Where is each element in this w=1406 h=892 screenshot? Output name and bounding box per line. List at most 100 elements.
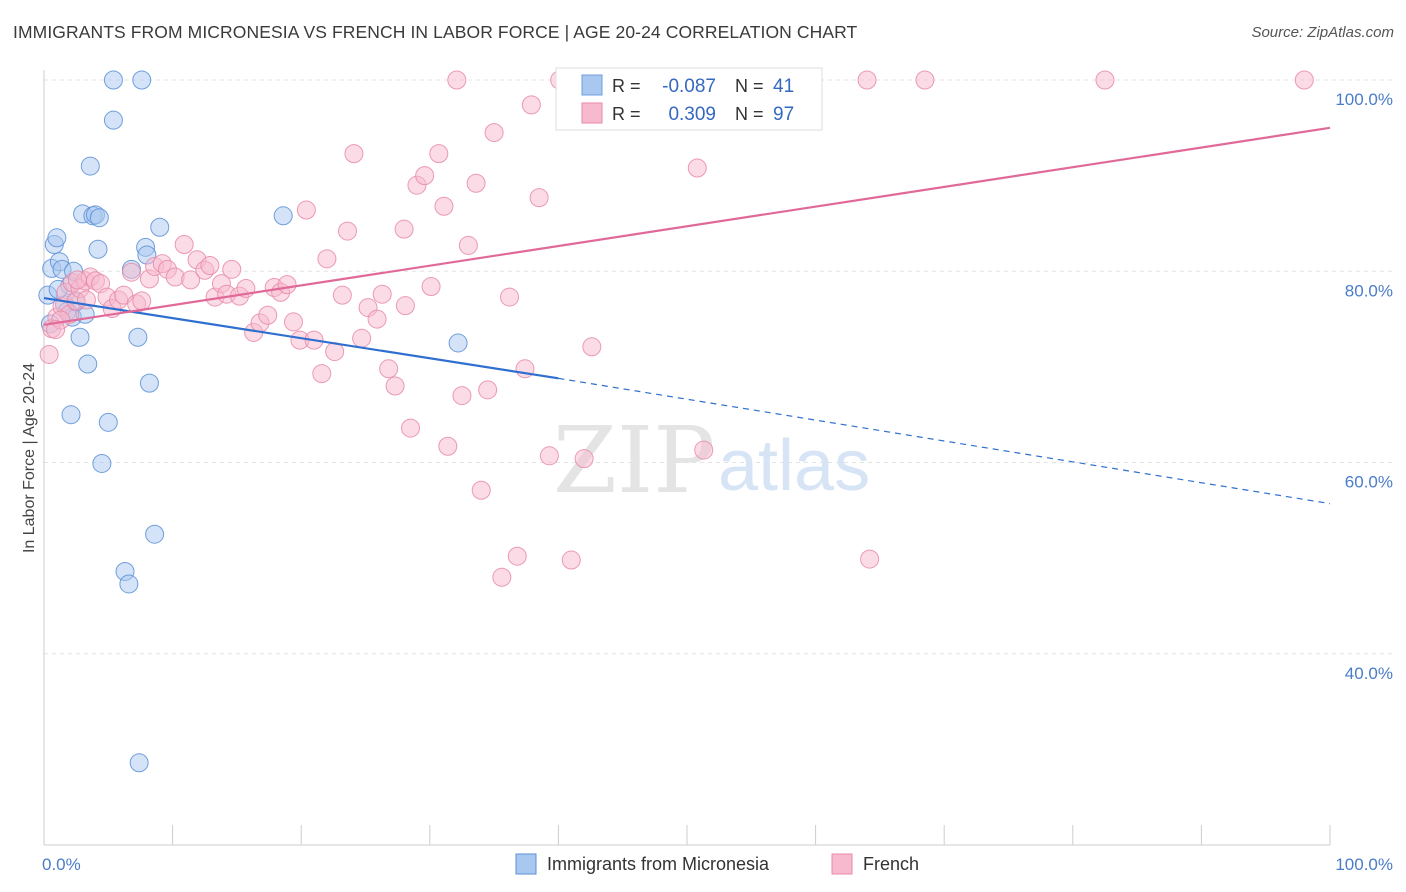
stats-r-label: R =	[612, 104, 641, 124]
y-axis-label: In Labor Force | Age 20-24	[21, 363, 38, 553]
point-french	[317, 249, 337, 269]
stats-r-label: R =	[612, 76, 641, 96]
legend-label: Immigrants from Micronesia	[547, 854, 770, 874]
point-french	[915, 70, 935, 90]
point-micronesia	[103, 110, 123, 130]
point-french	[471, 480, 491, 500]
stats-n-value: 41	[773, 76, 794, 97]
point-french	[181, 270, 201, 290]
point-micronesia	[139, 373, 159, 393]
point-micronesia	[88, 239, 108, 259]
point-french	[574, 449, 594, 469]
point-french	[1095, 70, 1115, 90]
point-micronesia	[448, 333, 468, 353]
point-french	[165, 267, 185, 287]
point-micronesia	[61, 405, 81, 425]
point-micronesia	[119, 574, 139, 594]
point-french	[312, 364, 332, 384]
y-tick-labels: 100.0% 80.0% 60.0% 40.0%	[1335, 90, 1393, 683]
x-tick-label: 0.0%	[42, 855, 81, 874]
y-tick-label: 40.0%	[1345, 664, 1393, 683]
point-french	[529, 188, 549, 208]
x-axis-ticks	[43, 825, 1331, 845]
point-french	[385, 376, 405, 396]
watermark-atlas: atlas	[718, 426, 870, 506]
point-french	[372, 284, 392, 304]
point-french	[277, 275, 297, 295]
point-french	[500, 287, 520, 307]
point-french	[507, 546, 527, 566]
stats-box: R = -0.087 N = 41 R = 0.309 N = 97	[555, 67, 823, 131]
point-french	[582, 337, 602, 357]
trend-line-micronesia-extension	[558, 377, 1331, 505]
y-tick-label: 80.0%	[1345, 281, 1393, 300]
legend-swatch	[831, 853, 853, 875]
trend-lines	[43, 126, 1331, 505]
point-french	[492, 567, 512, 587]
point-french	[484, 123, 504, 143]
point-french	[200, 256, 220, 276]
point-french	[39, 344, 59, 364]
point-french	[429, 144, 449, 164]
point-french	[132, 291, 152, 311]
point-french	[352, 328, 372, 348]
point-french	[687, 158, 707, 178]
stats-r-value: 0.309	[668, 104, 716, 125]
stats-swatch	[581, 102, 603, 124]
point-french	[258, 305, 278, 325]
stats-swatch	[581, 74, 603, 96]
point-french	[367, 309, 387, 329]
point-french	[222, 259, 242, 279]
y-tick-label: 100.0%	[1335, 90, 1393, 109]
point-micronesia	[98, 412, 118, 432]
point-french	[1294, 70, 1314, 90]
point-micronesia	[92, 453, 112, 473]
point-french	[857, 70, 877, 90]
watermark: ZIP atlas	[553, 407, 870, 514]
point-french	[394, 219, 414, 239]
x-tick-labels: 0.0% 100.0%	[42, 855, 1393, 874]
point-french	[337, 221, 357, 241]
point-french	[283, 312, 303, 332]
legend-swatch	[515, 853, 537, 875]
point-french	[438, 436, 458, 456]
point-french	[121, 262, 141, 282]
trend-line-micronesia	[43, 296, 559, 380]
point-french	[395, 296, 415, 316]
point-french	[458, 235, 478, 255]
point-micronesia	[103, 70, 123, 90]
point-micronesia	[273, 206, 293, 226]
point-micronesia	[129, 753, 149, 773]
legend-label: French	[863, 854, 919, 874]
point-french	[561, 550, 581, 570]
point-micronesia	[145, 524, 165, 544]
source-credit: Source: ZipAtlas.com	[1251, 24, 1394, 41]
point-french	[694, 440, 714, 460]
point-micronesia	[70, 327, 90, 347]
stats-n-label: N =	[735, 76, 764, 96]
y-tick-label: 60.0%	[1345, 473, 1393, 492]
point-french	[421, 277, 441, 297]
point-french	[521, 95, 541, 115]
point-french	[452, 386, 472, 406]
chart-title: IMMIGRANTS FROM MICRONESIA VS FRENCH IN …	[13, 22, 858, 42]
point-french	[447, 70, 467, 90]
legend: Immigrants from Micronesia French	[515, 853, 919, 875]
point-micronesia	[78, 354, 98, 374]
point-micronesia	[132, 70, 152, 90]
point-micronesia	[47, 228, 67, 248]
point-micronesia	[128, 327, 148, 347]
point-french	[415, 166, 435, 186]
point-french	[539, 446, 559, 466]
point-french	[401, 418, 421, 438]
point-french	[67, 270, 87, 290]
stats-r-value: -0.087	[662, 76, 716, 97]
grid-lines	[44, 79, 1392, 655]
point-french	[344, 144, 364, 164]
point-french	[296, 200, 316, 220]
point-micronesia	[80, 156, 100, 176]
point-micronesia	[150, 217, 170, 237]
point-french	[478, 380, 498, 400]
x-tick-label: 100.0%	[1335, 855, 1393, 874]
